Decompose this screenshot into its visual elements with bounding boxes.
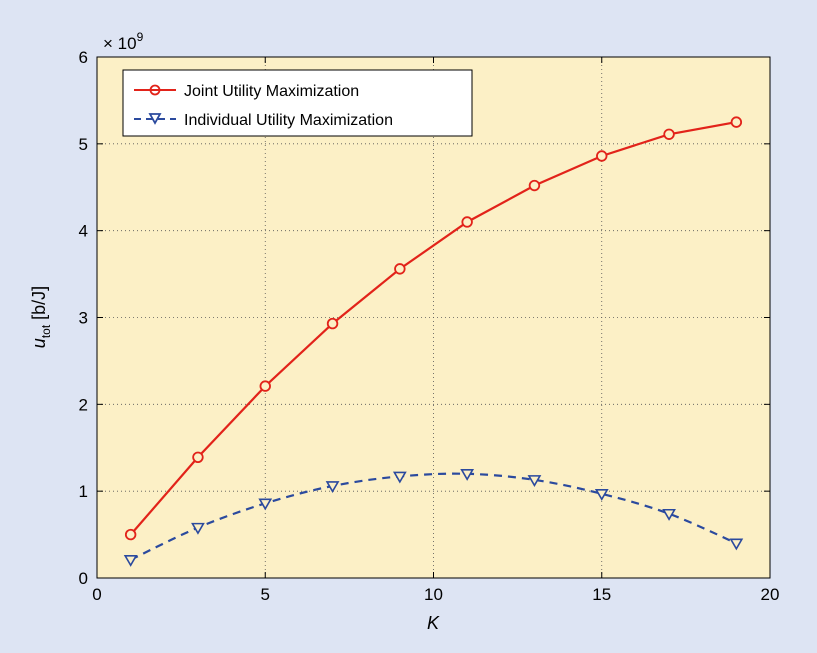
data-point-individual (460, 469, 475, 481)
y-tick-label: 5 (79, 135, 88, 154)
y-tick-label: 3 (79, 309, 88, 328)
data-point-joint (326, 317, 339, 330)
y-axis-label-unit: [b/J] (29, 286, 49, 325)
data-point-joint (124, 528, 137, 541)
y-multiplier-base: × 10 (103, 34, 137, 53)
grid (97, 57, 770, 578)
y-tick-label: 4 (79, 222, 88, 241)
y-axis-label-subscript: tot (39, 324, 53, 338)
data-point-individual (258, 498, 273, 511)
data-point-joint (259, 380, 271, 392)
data-point-joint (192, 451, 204, 464)
data-point-individual (392, 471, 407, 484)
series-line-0 (129, 121, 737, 536)
y-multiplier-exponent: 9 (137, 30, 144, 44)
x-tick-label: 5 (261, 585, 270, 604)
data-point-joint (461, 216, 473, 228)
data-point-individual (729, 538, 744, 551)
data-point-individual (662, 508, 676, 521)
legend-joint-marker (149, 84, 161, 96)
x-axis-label: K (427, 613, 440, 633)
y-multiplier-label: × 109 (103, 30, 144, 53)
y-tick-label: 2 (79, 395, 88, 414)
data-point-individual (191, 522, 205, 535)
x-tick-label: 15 (592, 585, 611, 604)
data-point-individual (594, 488, 609, 501)
y-axis-label: utot [b/J] (29, 286, 53, 348)
data-point-individual (527, 475, 542, 487)
data-point-joint (730, 116, 743, 128)
data-point-joint (528, 179, 541, 192)
data-point-joint (394, 263, 406, 275)
x-tick-label: 0 (92, 585, 101, 604)
legend-individual-label: Individual Utility Maximization (184, 112, 393, 129)
legend-individual-marker (148, 113, 162, 125)
data-point-individual (325, 481, 340, 494)
x-tick-label: 20 (761, 585, 780, 604)
legend-joint-label: Joint Utility Maximization (184, 83, 359, 100)
series-layer (123, 116, 744, 567)
legend: Joint Utility Maximization Individual Ut… (122, 69, 473, 137)
y-tick-label: 0 (79, 569, 88, 588)
legend-box (122, 69, 473, 137)
series-line-1 (130, 472, 737, 561)
y-tick-label: 6 (79, 48, 88, 67)
ticks: 0 5 10 15 20 0 1 2 3 4 5 6 (79, 48, 780, 604)
data-point-joint (663, 128, 675, 140)
y-axis-label-main: u (29, 338, 49, 348)
data-point-joint (596, 150, 608, 162)
data-point-individual (123, 554, 138, 567)
x-tick-label: 10 (424, 585, 443, 604)
y-tick-label: 1 (79, 482, 88, 501)
